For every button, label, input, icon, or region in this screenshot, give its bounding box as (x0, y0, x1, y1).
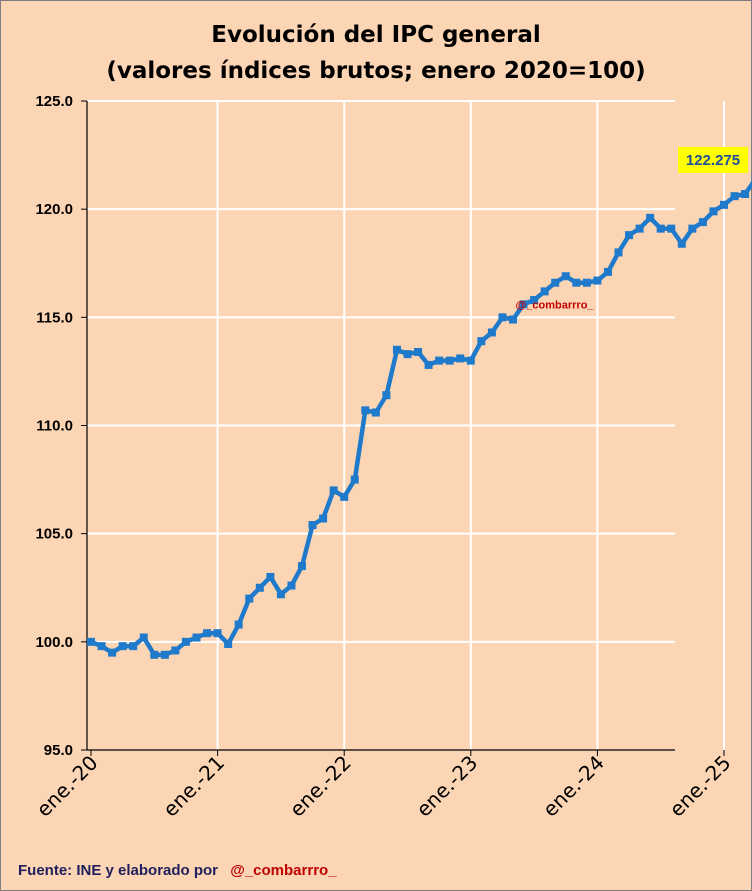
data-point (350, 475, 359, 484)
data-point (245, 594, 254, 603)
data-point (466, 356, 475, 365)
labels: 95.0 100.0 105.0 110.0 115.0 120.0 125.0 ene.-2… (32, 93, 748, 821)
data-point (530, 296, 539, 305)
data-point (498, 313, 507, 322)
data-point (118, 642, 127, 651)
last-value-label: 122.275 (686, 152, 740, 169)
data-point (720, 200, 728, 209)
data-point (603, 267, 612, 276)
data-point (160, 650, 169, 659)
footer: Fuente: INE y elaborado por @_combarrro_ (18, 862, 337, 879)
data-point (635, 224, 644, 233)
data-point (509, 315, 517, 324)
data-point (213, 629, 222, 638)
data-point (477, 337, 486, 346)
chart-title: Evolución del IPC general (211, 22, 541, 48)
data-point (593, 276, 602, 285)
x-tick-label: ene.-20 (32, 751, 103, 822)
data-point (435, 356, 444, 365)
series-line (90, 180, 752, 658)
last-value-box (678, 146, 748, 173)
data-point (329, 486, 338, 495)
data-point (414, 347, 423, 356)
grid (87, 100, 725, 750)
data-point (677, 239, 686, 248)
x-tick-label: ene.-22 (285, 751, 356, 822)
y-tick-label: 125.0 (35, 93, 73, 110)
data-point (255, 583, 264, 592)
axes (81, 100, 725, 756)
y-tick-label: 110.0 (36, 418, 73, 435)
data-point (192, 633, 201, 642)
data-point (171, 646, 180, 655)
data-point (551, 278, 560, 287)
x-tick-label: ene.-21 (158, 751, 229, 822)
data-point (614, 248, 623, 257)
data-point (741, 190, 750, 199)
watermark: @_combarrro_ (516, 299, 595, 311)
y-tick-label: 95.0 (44, 742, 73, 759)
data-point (203, 629, 212, 638)
data-point (298, 562, 306, 571)
data-point (656, 224, 665, 233)
data-point (688, 224, 697, 233)
data-point (561, 272, 570, 281)
y-tick-label: 100.0 (35, 634, 73, 651)
data-point (572, 278, 581, 287)
data-point (403, 350, 412, 359)
data-point (266, 572, 275, 581)
data-point (97, 642, 106, 651)
y-tick-label: 105.0 (35, 526, 73, 543)
data-point (456, 354, 465, 363)
data-point (519, 300, 528, 309)
data-point (382, 391, 391, 400)
data-point (540, 287, 549, 296)
x-tick-label: ene.-24 (538, 751, 609, 822)
data-point (445, 356, 454, 365)
data-point (287, 581, 296, 590)
data-point (87, 637, 95, 646)
data-point (139, 633, 148, 642)
data-point (625, 231, 634, 240)
data-point (361, 406, 370, 415)
chart-subtitle: (valores índices brutos; enero 2020=100) (106, 58, 646, 84)
data-point (424, 360, 433, 369)
data-point (487, 328, 496, 337)
data-point (181, 637, 190, 646)
data-point (340, 492, 349, 501)
data-point (308, 521, 317, 530)
data-point (371, 408, 380, 417)
data-point (667, 224, 676, 233)
data-point (276, 590, 285, 599)
data-point (224, 639, 233, 648)
data-point (129, 642, 138, 651)
x-tick-label: ene.-23 (411, 751, 482, 822)
series (87, 174, 752, 659)
data-point (392, 345, 401, 354)
data-point (234, 620, 243, 629)
footer-source: Fuente: INE y elaborado por (18, 862, 219, 879)
data-point (582, 278, 591, 287)
data-point (646, 213, 655, 222)
data-point (730, 192, 739, 201)
data-point (709, 207, 718, 216)
footer-handle: @_combarrro_ (230, 862, 337, 879)
data-point (698, 218, 707, 227)
x-tick-label: ene.-25 (665, 751, 736, 822)
y-tick-label: 120.0 (35, 201, 73, 218)
y-tick-label: 115.0 (36, 309, 73, 326)
data-point (150, 650, 159, 659)
data-point (108, 648, 117, 657)
data-point (319, 514, 328, 523)
